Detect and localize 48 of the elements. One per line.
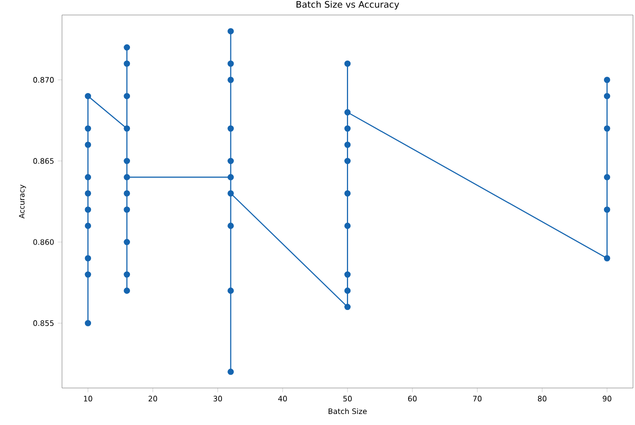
point xyxy=(344,109,351,116)
point xyxy=(344,271,351,278)
point xyxy=(84,125,92,132)
point xyxy=(124,190,130,197)
point xyxy=(124,288,130,294)
point xyxy=(124,174,130,180)
point xyxy=(84,255,92,262)
chart-title: Batch Size vs Accuracy xyxy=(296,0,400,10)
point xyxy=(84,92,92,100)
point xyxy=(604,174,610,180)
point xyxy=(124,125,130,132)
point xyxy=(604,255,610,262)
point xyxy=(84,142,92,148)
point xyxy=(344,222,351,229)
point xyxy=(84,222,92,229)
point xyxy=(84,320,92,326)
point xyxy=(344,158,351,164)
point xyxy=(344,125,351,132)
point xyxy=(124,158,130,164)
point xyxy=(228,125,234,132)
point xyxy=(604,125,610,132)
point xyxy=(124,60,130,67)
point xyxy=(228,158,234,164)
point xyxy=(604,206,610,213)
point xyxy=(84,271,92,278)
point xyxy=(124,271,130,278)
point xyxy=(228,190,234,197)
point xyxy=(124,206,130,213)
point xyxy=(228,174,234,180)
point xyxy=(344,142,351,148)
point xyxy=(84,206,92,213)
point xyxy=(124,92,130,100)
point xyxy=(228,60,234,67)
point xyxy=(344,60,351,67)
point xyxy=(344,304,351,310)
point xyxy=(604,92,610,100)
point xyxy=(228,222,234,229)
point xyxy=(344,190,351,197)
point xyxy=(604,76,610,84)
point xyxy=(228,28,234,34)
point xyxy=(344,288,351,294)
point xyxy=(84,174,92,180)
point xyxy=(124,238,130,246)
point xyxy=(228,288,234,294)
point xyxy=(228,76,234,84)
point xyxy=(84,190,92,197)
point xyxy=(228,368,234,375)
point xyxy=(124,44,130,51)
